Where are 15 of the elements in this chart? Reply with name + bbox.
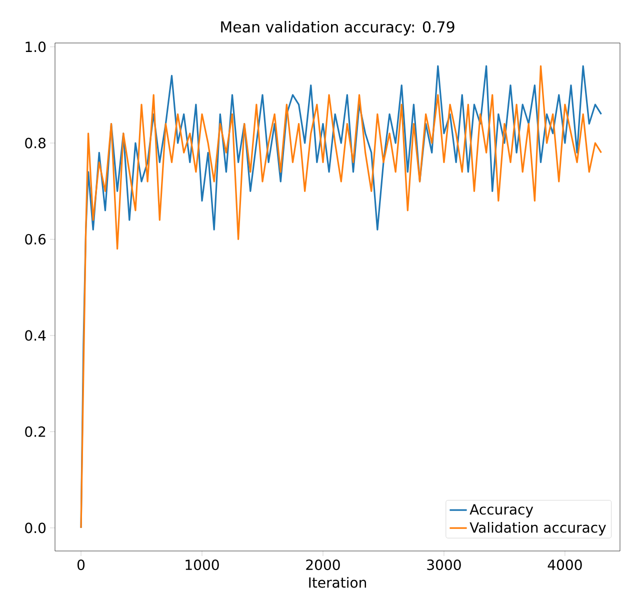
y-tick-label: 0.8 [25, 138, 46, 148]
chart-title: Mean validation accuracy: 0.79 [221, 20, 454, 36]
legend-label: Accuracy [470, 504, 534, 518]
y-tick-label: 0.6 [25, 234, 46, 245]
x-axis-title: Iteration [309, 576, 366, 588]
y-tick-label: 0.2 [25, 426, 46, 437]
x-tick-label: 4000 [548, 560, 582, 570]
x-tick-label: 2000 [306, 560, 340, 570]
y-tick-label: 0.4 [25, 330, 46, 341]
y-tick-label: 1.0 [26, 42, 46, 52]
x-tick-label: 3000 [427, 560, 461, 570]
x-tick-label: 1000 [186, 560, 219, 570]
y-tick-label: 0.0 [25, 522, 46, 534]
legend-label: Validation accuracy [470, 522, 606, 536]
x-tick-label: 0 [77, 560, 85, 570]
